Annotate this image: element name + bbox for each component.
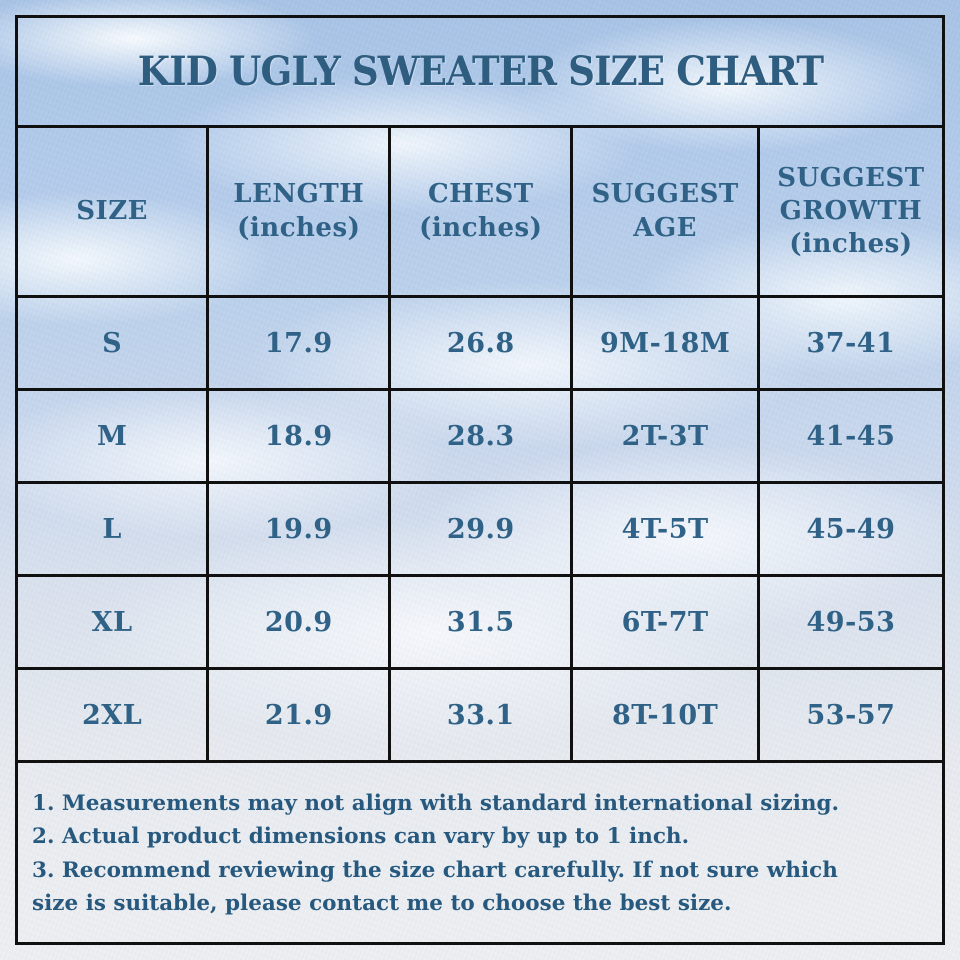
- column-header-size: SIZE: [18, 128, 210, 295]
- chest-cell: 31.5: [391, 577, 574, 667]
- table-header-row: SIZE LENGTH (inches) CHEST (inches) SUGG…: [18, 128, 942, 298]
- footnote-1: 1. Measurements may not align with stand…: [32, 791, 840, 816]
- footnote-2: 2. Actual product dimensions can vary by…: [32, 824, 690, 850]
- chart-frame: KID UGLY SWEATER SIZE CHART SIZE LENGTH …: [15, 15, 945, 945]
- table-row-m: M 18.9 28.3 2T-3T 41-45: [18, 391, 942, 484]
- age-cell: 4T-5T: [573, 484, 760, 574]
- header-line: GROWTH: [779, 195, 923, 226]
- header-line: (inches): [237, 212, 361, 243]
- age-cell: 8T-10T: [573, 670, 760, 760]
- size-cell: XL: [18, 577, 210, 667]
- footnote-3: 3. Recommend reviewing the size chart ca…: [32, 857, 838, 916]
- chest-cell: 29.9: [391, 484, 574, 574]
- age-cell: 6T-7T: [573, 577, 760, 667]
- column-header-suggest-growth: SUGGEST GROWTH (inches): [760, 128, 942, 295]
- length-cell: 17.9: [209, 298, 392, 388]
- size-cell: M: [18, 391, 210, 481]
- chest-cell: 26.8: [391, 298, 574, 388]
- age-cell: 2T-3T: [573, 391, 760, 481]
- header-line: (inches): [419, 212, 543, 243]
- table-row-xl: XL 20.9 31.5 6T-7T 49-53: [18, 577, 942, 670]
- length-cell: 18.9: [209, 391, 392, 481]
- size-cell: 2XL: [18, 670, 210, 760]
- chest-cell: 33.1: [391, 670, 574, 760]
- column-header-suggest-age: SUGGEST AGE: [573, 128, 760, 295]
- length-cell: 19.9: [209, 484, 392, 574]
- length-cell: 20.9: [209, 577, 392, 667]
- page-title: KID UGLY SWEATER SIZE CHART: [137, 48, 823, 95]
- growth-cell: 45-49: [806, 513, 896, 545]
- footnotes: 1. Measurements may not align with stand…: [18, 763, 942, 942]
- growth-cell: 49-53: [806, 606, 896, 638]
- table-row-s: S 17.9 26.8 9M-18M 37-41: [18, 298, 942, 391]
- growth-cell: 53-57: [806, 699, 896, 731]
- column-header-length: LENGTH (inches): [209, 128, 392, 295]
- header-line: SUGGEST: [591, 179, 739, 210]
- title-row: KID UGLY SWEATER SIZE CHART: [18, 18, 942, 128]
- table-row-2xl: 2XL 21.9 33.1 8T-10T 53-57: [18, 670, 942, 763]
- header-line: SUGGEST: [777, 162, 925, 193]
- age-cell: 9M-18M: [573, 298, 760, 388]
- length-cell: 21.9: [209, 670, 392, 760]
- header-line: CHEST: [427, 179, 534, 210]
- header-line: (inches): [789, 229, 913, 260]
- header-line: AGE: [633, 212, 697, 243]
- growth-cell: 41-45: [806, 420, 896, 452]
- size-cell: L: [18, 484, 210, 574]
- growth-cell: 37-41: [806, 327, 896, 359]
- table-row-l: L 19.9 29.9 4T-5T 45-49: [18, 484, 942, 577]
- column-header-chest: CHEST (inches): [391, 128, 574, 295]
- header-line: LENGTH: [233, 179, 365, 210]
- header-line: SIZE: [76, 195, 148, 226]
- chest-cell: 28.3: [391, 391, 574, 481]
- size-cell: S: [18, 298, 210, 388]
